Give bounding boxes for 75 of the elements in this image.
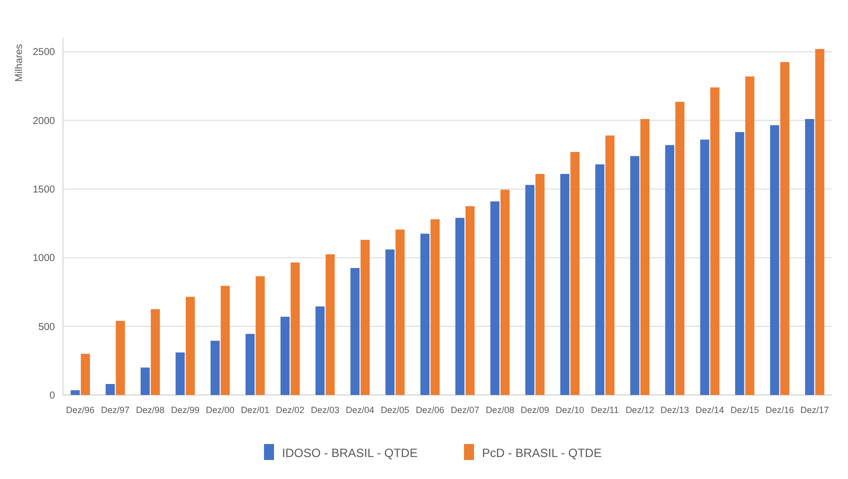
bar	[710, 87, 720, 395]
y-tick-label: 1000	[32, 253, 56, 264]
bar	[220, 286, 230, 395]
bar	[490, 201, 500, 395]
x-tick-label: Dez/00	[206, 405, 234, 415]
bar	[70, 390, 80, 395]
legend-label: PcD - BRASIL - QTDE	[482, 446, 602, 460]
bar	[176, 352, 185, 395]
bar	[186, 296, 195, 395]
bar	[290, 262, 300, 395]
y-tick-label: 2000	[32, 116, 56, 127]
x-tick-label: Dez/96	[66, 405, 95, 415]
y-tick-label: 1500	[32, 184, 56, 196]
x-tick-label: Dez/10	[556, 405, 584, 415]
x-tick-label: Dez/17	[800, 405, 829, 415]
y-tick-label: 2500	[32, 47, 56, 58]
x-tick-label: Dez/11	[590, 405, 619, 415]
bar	[256, 276, 265, 395]
bar	[350, 268, 360, 395]
x-tick-label: Dez/12	[626, 405, 654, 415]
x-tick-label: Dez/99	[170, 405, 200, 415]
legend-label: IDOSO - BRASIL - QTDE	[282, 446, 418, 460]
bar	[525, 184, 534, 395]
x-tick-label: Dez/04	[346, 405, 374, 415]
bar	[735, 132, 744, 395]
x-tick-label: Dez/15	[730, 405, 760, 415]
x-tick-label: Dez/01	[240, 405, 270, 415]
x-tick-label: Dez/14	[696, 405, 724, 415]
bar	[106, 384, 115, 395]
x-tick-label: Dez/02	[276, 405, 304, 415]
bar	[700, 140, 710, 395]
bar	[595, 164, 604, 395]
bar	[150, 309, 160, 395]
bar	[780, 62, 790, 395]
bar	[630, 156, 640, 395]
x-tick-label: Dez/97	[101, 405, 130, 415]
x-tick-label: Dez/16	[765, 405, 794, 415]
bar	[246, 334, 255, 395]
bar	[535, 174, 545, 395]
bar	[805, 119, 814, 395]
bar	[280, 316, 290, 395]
x-tick-label: Dez/08	[486, 405, 514, 415]
bar	[455, 218, 464, 395]
bar	[770, 125, 780, 395]
x-tick-label: Dez/98	[136, 405, 165, 415]
bar	[116, 320, 125, 395]
bar	[430, 219, 440, 395]
bar	[385, 249, 395, 395]
x-tick-label: Dez/06	[416, 405, 444, 415]
y-tick-label: 0	[49, 390, 56, 402]
bar	[675, 102, 684, 395]
x-tick-label: Dez/09	[520, 405, 550, 415]
bar	[570, 152, 580, 395]
bar	[140, 368, 150, 395]
x-tick-label: Dez/13	[660, 405, 690, 415]
bar	[605, 135, 614, 395]
bar	[560, 174, 570, 395]
bar	[396, 230, 405, 395]
x-tick-label: Dez/05	[380, 405, 410, 415]
bar	[465, 206, 475, 395]
bar	[640, 119, 650, 395]
bar	[665, 145, 674, 395]
bar	[360, 240, 370, 395]
y-tick-label: 500	[38, 322, 56, 333]
y-axis-title: Milhares	[14, 44, 25, 82]
bar	[500, 190, 510, 395]
bar	[745, 76, 754, 395]
bar	[80, 354, 90, 395]
bar	[815, 48, 824, 395]
bar	[420, 234, 430, 395]
bar	[315, 306, 325, 395]
x-tick-label: Dez/07	[450, 405, 480, 415]
x-tick-label: Dez/03	[310, 405, 340, 415]
bar	[210, 340, 220, 395]
bar	[326, 254, 335, 395]
